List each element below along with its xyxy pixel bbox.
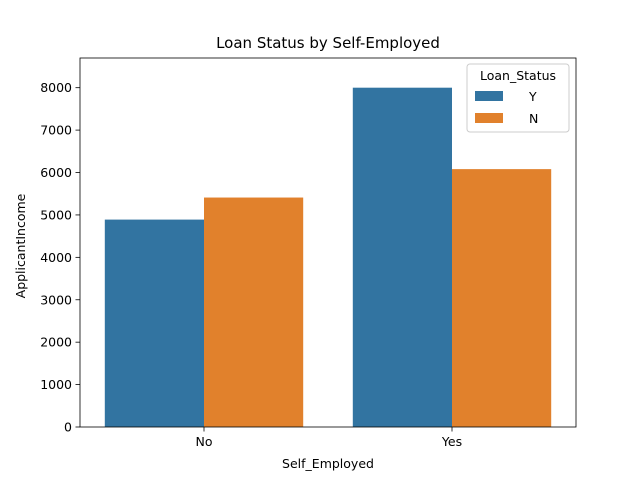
axes-frame <box>79 57 577 428</box>
y-tick-label: 7000 <box>40 123 72 138</box>
y-axis-label: ApplicantIncome <box>13 193 28 298</box>
legend-label-n: N <box>529 111 538 126</box>
y-tick-label: 1000 <box>40 377 72 392</box>
y-tick-label: 3000 <box>40 292 72 307</box>
y-tick-label: 0 <box>64 420 72 435</box>
bar-no-n <box>204 197 304 427</box>
legend-label-y: Y <box>528 89 537 104</box>
x-axis-label: Self_Employed <box>282 456 374 471</box>
bar-yes-n <box>452 169 552 427</box>
bar-no-y <box>104 219 204 427</box>
chart-title: Loan Status by Self-Employed <box>216 34 440 52</box>
y-tick-label: 8000 <box>40 80 72 95</box>
x-tick-label: Yes <box>441 434 462 449</box>
legend: Loan_Status YN <box>466 63 570 133</box>
x-tick-label: No <box>196 434 213 449</box>
legend-swatch-y <box>475 91 503 101</box>
plot-area: 0 1000 2000 3000 4000 5000 6000 7000 8000 No Yes <box>40 57 577 449</box>
y-tick-label: 6000 <box>40 165 72 180</box>
legend-swatch-n <box>475 113 503 123</box>
y-tick-label: 4000 <box>40 250 72 265</box>
legend-title: Loan_Status <box>480 68 556 83</box>
y-tick-label: 2000 <box>40 335 72 350</box>
bar-yes-y <box>352 87 452 428</box>
y-tick-label: 5000 <box>40 207 72 222</box>
